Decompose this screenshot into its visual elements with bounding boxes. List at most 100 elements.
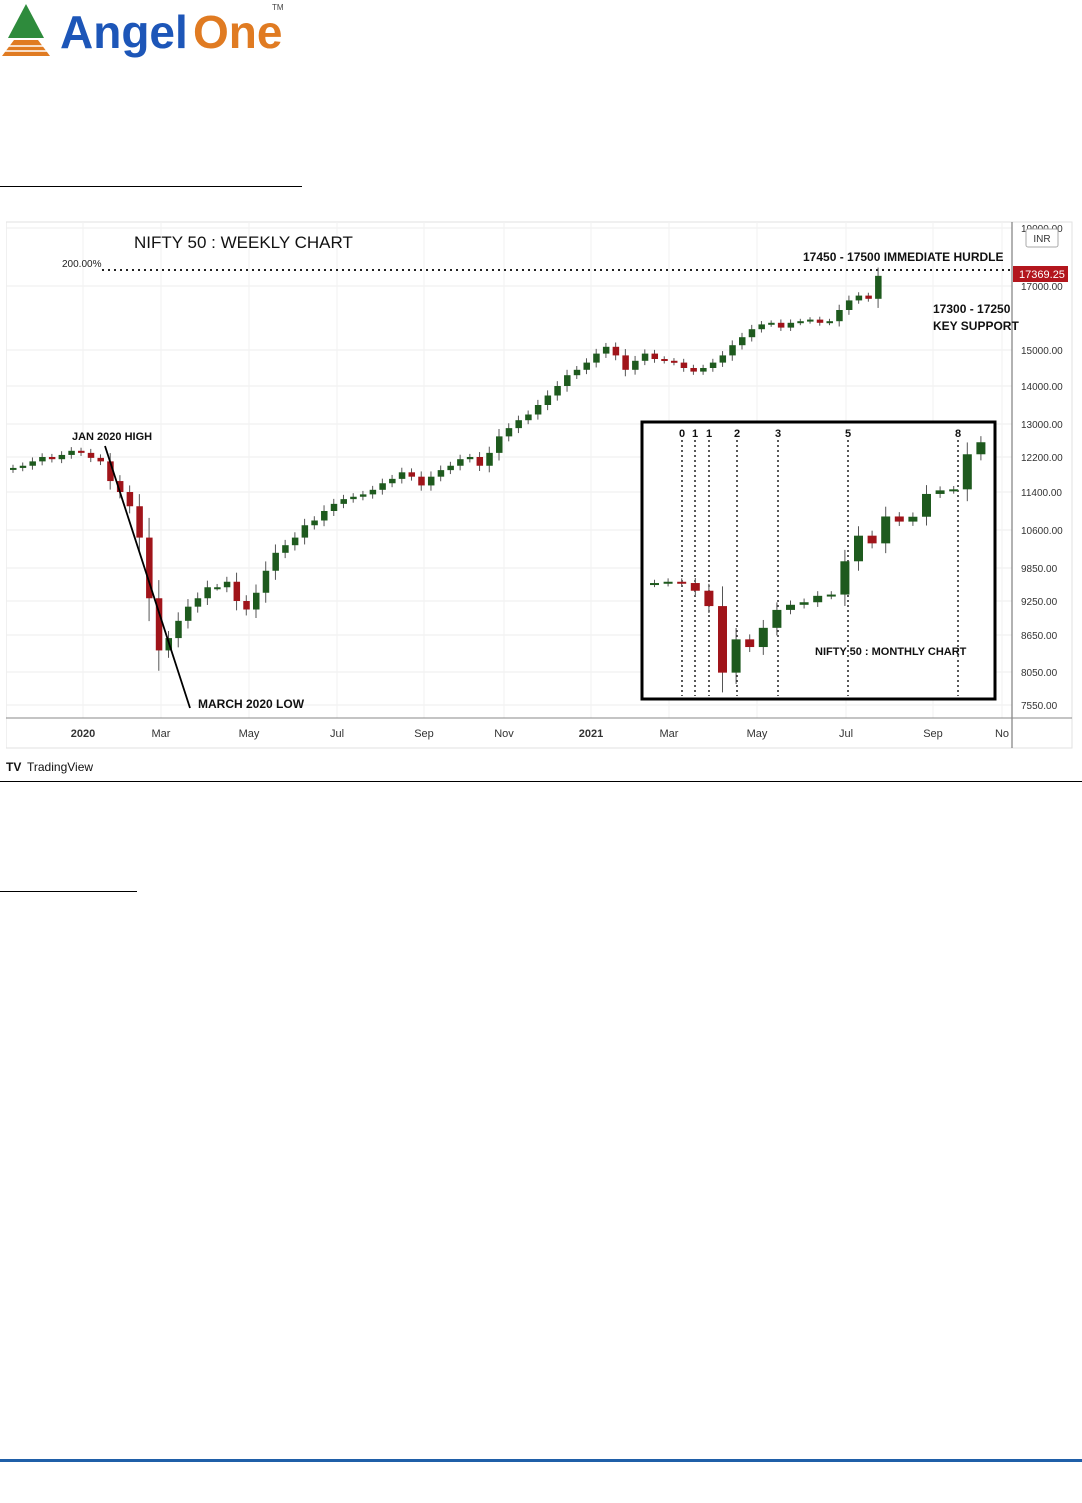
- monthly-candle: [786, 604, 795, 610]
- x-axis-ticks: 2020 Mar May Jul Sep Nov 2021 Mar May Jul Sep No: [71, 728, 1009, 740]
- weekly-candle: [369, 489, 377, 495]
- x-tick-label: Sep: [414, 728, 434, 740]
- weekly-candle: [758, 324, 765, 330]
- fib-200-label: 200.00%: [62, 259, 102, 270]
- weekly-candle: [544, 395, 552, 405]
- last-price-tag: [1013, 266, 1068, 282]
- y-tick-label: 13000.00: [1021, 420, 1063, 431]
- weekly-candle: [807, 319, 814, 322]
- count-label: 2: [734, 428, 740, 440]
- chart-title: NIFTY 50 : WEEKLY CHART: [134, 233, 353, 252]
- weekly-candle: [632, 360, 639, 370]
- monthly-candle: [677, 581, 687, 584]
- weekly-candle: [476, 457, 484, 466]
- x-tick-label: 2021: [579, 728, 603, 740]
- weekly-candle: [243, 601, 250, 610]
- monthly-candle: [894, 516, 904, 522]
- weekly-candle: [777, 322, 785, 328]
- weekly-candle: [126, 492, 134, 507]
- currency-box: [1025, 228, 1059, 248]
- weekly-candle: [845, 300, 853, 310]
- weekly-candle: [155, 598, 163, 651]
- weekly-candle: [836, 310, 843, 322]
- weekly-candle: [87, 452, 95, 458]
- weekly-candle: [340, 499, 347, 504]
- y-tick-label: 12200.00: [1021, 453, 1063, 464]
- weekly-candle: [797, 321, 804, 324]
- weekly-candle: [700, 368, 707, 372]
- inset-title: NIFTY 50 : MONTHLY CHART: [815, 646, 967, 658]
- weekly-candle: [486, 452, 493, 466]
- count-label: 5: [845, 428, 851, 440]
- monthly-candle: [731, 639, 741, 673]
- weekly-candle: [826, 321, 833, 324]
- weekly-candle: [729, 345, 736, 356]
- section-rule-top: [0, 186, 302, 187]
- weekly-candle: [291, 537, 299, 546]
- weekly-candle: [525, 414, 532, 421]
- monthly-candle: [650, 583, 659, 586]
- weekly-candle: [359, 494, 367, 497]
- x-tick-label: May: [747, 728, 768, 740]
- weekly-candle: [408, 472, 416, 477]
- weekly-candle: [505, 428, 513, 437]
- weekly-candle: [427, 476, 435, 486]
- march-low-annotation: MARCH 2020 LOW: [198, 697, 305, 711]
- weekly-candle: [641, 353, 649, 361]
- monthly-candle: [826, 594, 836, 597]
- monthly-candle: [704, 590, 714, 607]
- monthly-candle: [718, 606, 727, 673]
- monthly-candle: [799, 602, 809, 605]
- weekly-candle: [58, 454, 66, 460]
- weekly-candle: [194, 598, 202, 607]
- count-label: 3: [775, 428, 781, 440]
- weekly-candle: [816, 319, 824, 323]
- x-tick-label: 2020: [71, 728, 95, 740]
- tradingview-mark-icon: TV: [6, 760, 21, 774]
- hurdle-annotation: 17450 - 17500 IMMEDIATE HURDLE: [803, 250, 1004, 264]
- x-tick-label: Mar: [152, 728, 171, 740]
- weekly-candle: [272, 552, 279, 571]
- monthly-candle: [772, 609, 782, 628]
- weekly-candle: [379, 483, 386, 490]
- tradingview-label: TradingView: [27, 760, 93, 774]
- weekly-candle: [622, 355, 629, 370]
- jan-high-annotation: JAN 2020 HIGH: [72, 431, 152, 443]
- monthly-candle: [745, 639, 755, 648]
- weekly-candle: [68, 450, 75, 455]
- weekly-candle: [48, 457, 56, 460]
- y-tick-label: 7550.00: [1021, 701, 1058, 712]
- weekly-candle: [282, 545, 289, 553]
- y-tick-label: 9250.00: [1021, 597, 1058, 608]
- monthly-candle: [881, 516, 891, 544]
- weekly-candle: [496, 436, 503, 453]
- support-annotation-2: KEY SUPPORT: [933, 319, 1019, 333]
- y-tick-label: 8050.00: [1021, 668, 1058, 679]
- currency-label: INR: [1033, 234, 1050, 245]
- weekly-candle: [855, 295, 863, 301]
- weekly-candle: [175, 620, 182, 639]
- angelone-logo: Angel One TM: [2, 3, 284, 58]
- weekly-candle: [350, 496, 357, 500]
- weekly-candle: [107, 461, 114, 482]
- y-tick-label: 14000.00: [1021, 382, 1063, 393]
- y-tick-label: 17000.00: [1021, 282, 1063, 293]
- monthly-candles: [650, 436, 986, 693]
- monthly-candle: [908, 516, 918, 522]
- x-tick-label: May: [239, 728, 260, 740]
- x-tick-label: Jul: [839, 728, 853, 740]
- weekly-candle: [233, 581, 241, 601]
- last-price-label: 17369.25: [1019, 269, 1065, 281]
- x-tick-label: Mar: [660, 728, 679, 740]
- weekly-candle: [564, 375, 571, 386]
- weekly-candle: [709, 362, 717, 368]
- decline-trendline: [104, 445, 191, 709]
- nifty-chart: 19000.0017000.0015000.0014000.0013000.00…: [6, 221, 1073, 774]
- monthly-candle: [690, 583, 700, 591]
- weekly-candle: [719, 355, 727, 363]
- monthly-candle: [758, 627, 768, 648]
- weekly-candle: [768, 322, 775, 325]
- weekly-candle: [437, 470, 445, 477]
- weekly-candle: [661, 359, 668, 361]
